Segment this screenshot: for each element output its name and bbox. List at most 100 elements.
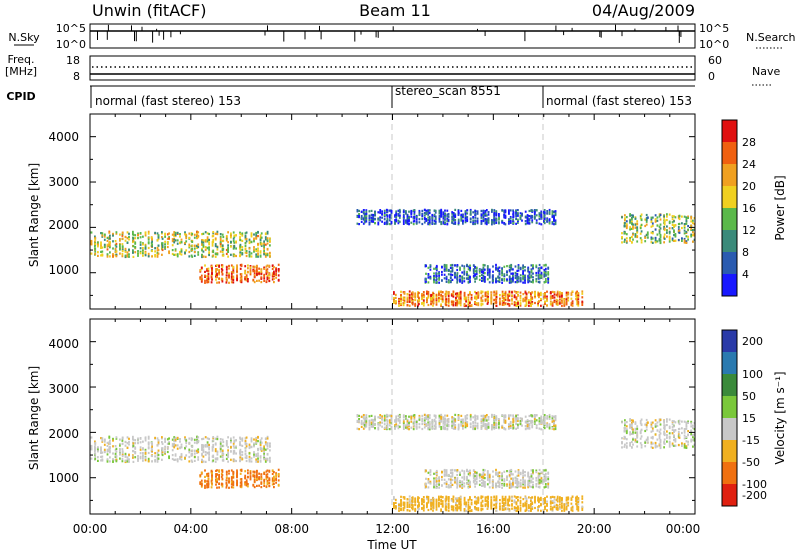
echo-cell [206, 482, 208, 486]
echo-cell [215, 264, 217, 267]
echo-cell [451, 218, 454, 221]
echo-cell [625, 233, 628, 236]
echo-cell [386, 419, 389, 422]
echo-cell [412, 223, 415, 226]
echo-cell [510, 281, 513, 284]
echo-cell [425, 264, 427, 267]
echo-cell [663, 237, 666, 240]
echo-cell [94, 238, 97, 241]
echo-cell [456, 300, 459, 303]
echo-cell [406, 222, 409, 225]
echo-cell [216, 253, 219, 256]
echo-cell [474, 277, 476, 280]
echo-cell [487, 297, 489, 300]
echo-cell [147, 460, 150, 463]
echo-cell [372, 418, 375, 422]
echo-cell [537, 304, 539, 307]
echo-cell [166, 245, 169, 249]
echo-cell [144, 254, 147, 257]
echo-cell [504, 290, 507, 293]
echo-cell [530, 280, 533, 283]
echo-cell [214, 253, 217, 256]
echo-cell [137, 455, 139, 458]
echo-cell [236, 469, 238, 472]
echo-cell [540, 210, 543, 213]
echo-cell [668, 240, 671, 243]
echo-cell [233, 459, 236, 462]
echo-cell [464, 213, 467, 216]
echo-cell [515, 296, 518, 299]
echo-cell [650, 241, 653, 244]
echo-cell [390, 211, 393, 214]
echo-cell [415, 222, 418, 225]
echo-cell [258, 477, 260, 480]
echo-cell [666, 213, 668, 216]
echo-cell [219, 245, 222, 248]
echo-cell [227, 248, 229, 251]
echo-cell [472, 276, 475, 279]
echo-cell [126, 253, 129, 256]
echo-cell [482, 219, 485, 223]
echo-cell [260, 477, 263, 480]
echo-cell [463, 277, 466, 280]
echo-cell [393, 297, 395, 300]
echo-cell [216, 451, 219, 454]
echo-cell [631, 220, 633, 223]
echo-cell [668, 213, 671, 216]
echo-cell [548, 219, 551, 222]
echo-cell [519, 212, 522, 215]
echo-cell [547, 281, 550, 284]
echo-cell [245, 456, 248, 459]
echo-cell [211, 470, 213, 474]
echo-cell [100, 241, 102, 244]
echo-cell [632, 227, 634, 230]
echo-cell [474, 301, 476, 304]
echo-cell [517, 266, 520, 270]
echo-cell [512, 278, 514, 281]
echo-cell [225, 479, 228, 482]
echo-cell [634, 216, 637, 219]
echo-cell [484, 221, 487, 224]
echo-cell [156, 459, 159, 463]
echo-cell [397, 414, 400, 417]
echo-cell [540, 304, 542, 307]
echo-cell [413, 424, 416, 428]
colorbar-tick-label: 28 [742, 136, 756, 149]
echo-cell [623, 240, 626, 243]
echo-cell [481, 303, 484, 306]
echo-cell [244, 251, 247, 254]
echo-cell [645, 223, 648, 226]
echo-cell [546, 290, 548, 293]
echo-cell [503, 210, 506, 213]
echo-cell [491, 208, 493, 211]
echo-cell [216, 479, 218, 482]
echo-cell [678, 229, 681, 232]
echo-cell [211, 474, 213, 477]
echo-cell [488, 270, 491, 274]
echo-cell [406, 221, 409, 224]
echo-cell [514, 276, 517, 280]
echo-cell [484, 298, 487, 301]
echo-cell [650, 238, 653, 241]
echo-cell [469, 280, 471, 283]
echo-cell [134, 439, 137, 442]
echo-cell [498, 278, 501, 281]
echo-cell [418, 414, 421, 418]
echo-cell [632, 224, 634, 228]
echo-cell [245, 254, 248, 258]
echo-cell [522, 267, 524, 270]
echo-cell [191, 445, 194, 448]
echo-cell [683, 224, 686, 227]
echo-cell [214, 232, 217, 235]
echo-cell [512, 268, 514, 271]
echo-cell [124, 250, 127, 253]
echo-cell [388, 223, 391, 226]
echo-cell [656, 233, 659, 236]
echo-cell [196, 438, 198, 442]
echo-cell [370, 218, 373, 221]
echo-cell [245, 484, 248, 487]
echo-cell [119, 233, 121, 236]
echo-cell [239, 231, 241, 234]
echo-cell [400, 302, 402, 305]
echo-cell [128, 458, 130, 461]
